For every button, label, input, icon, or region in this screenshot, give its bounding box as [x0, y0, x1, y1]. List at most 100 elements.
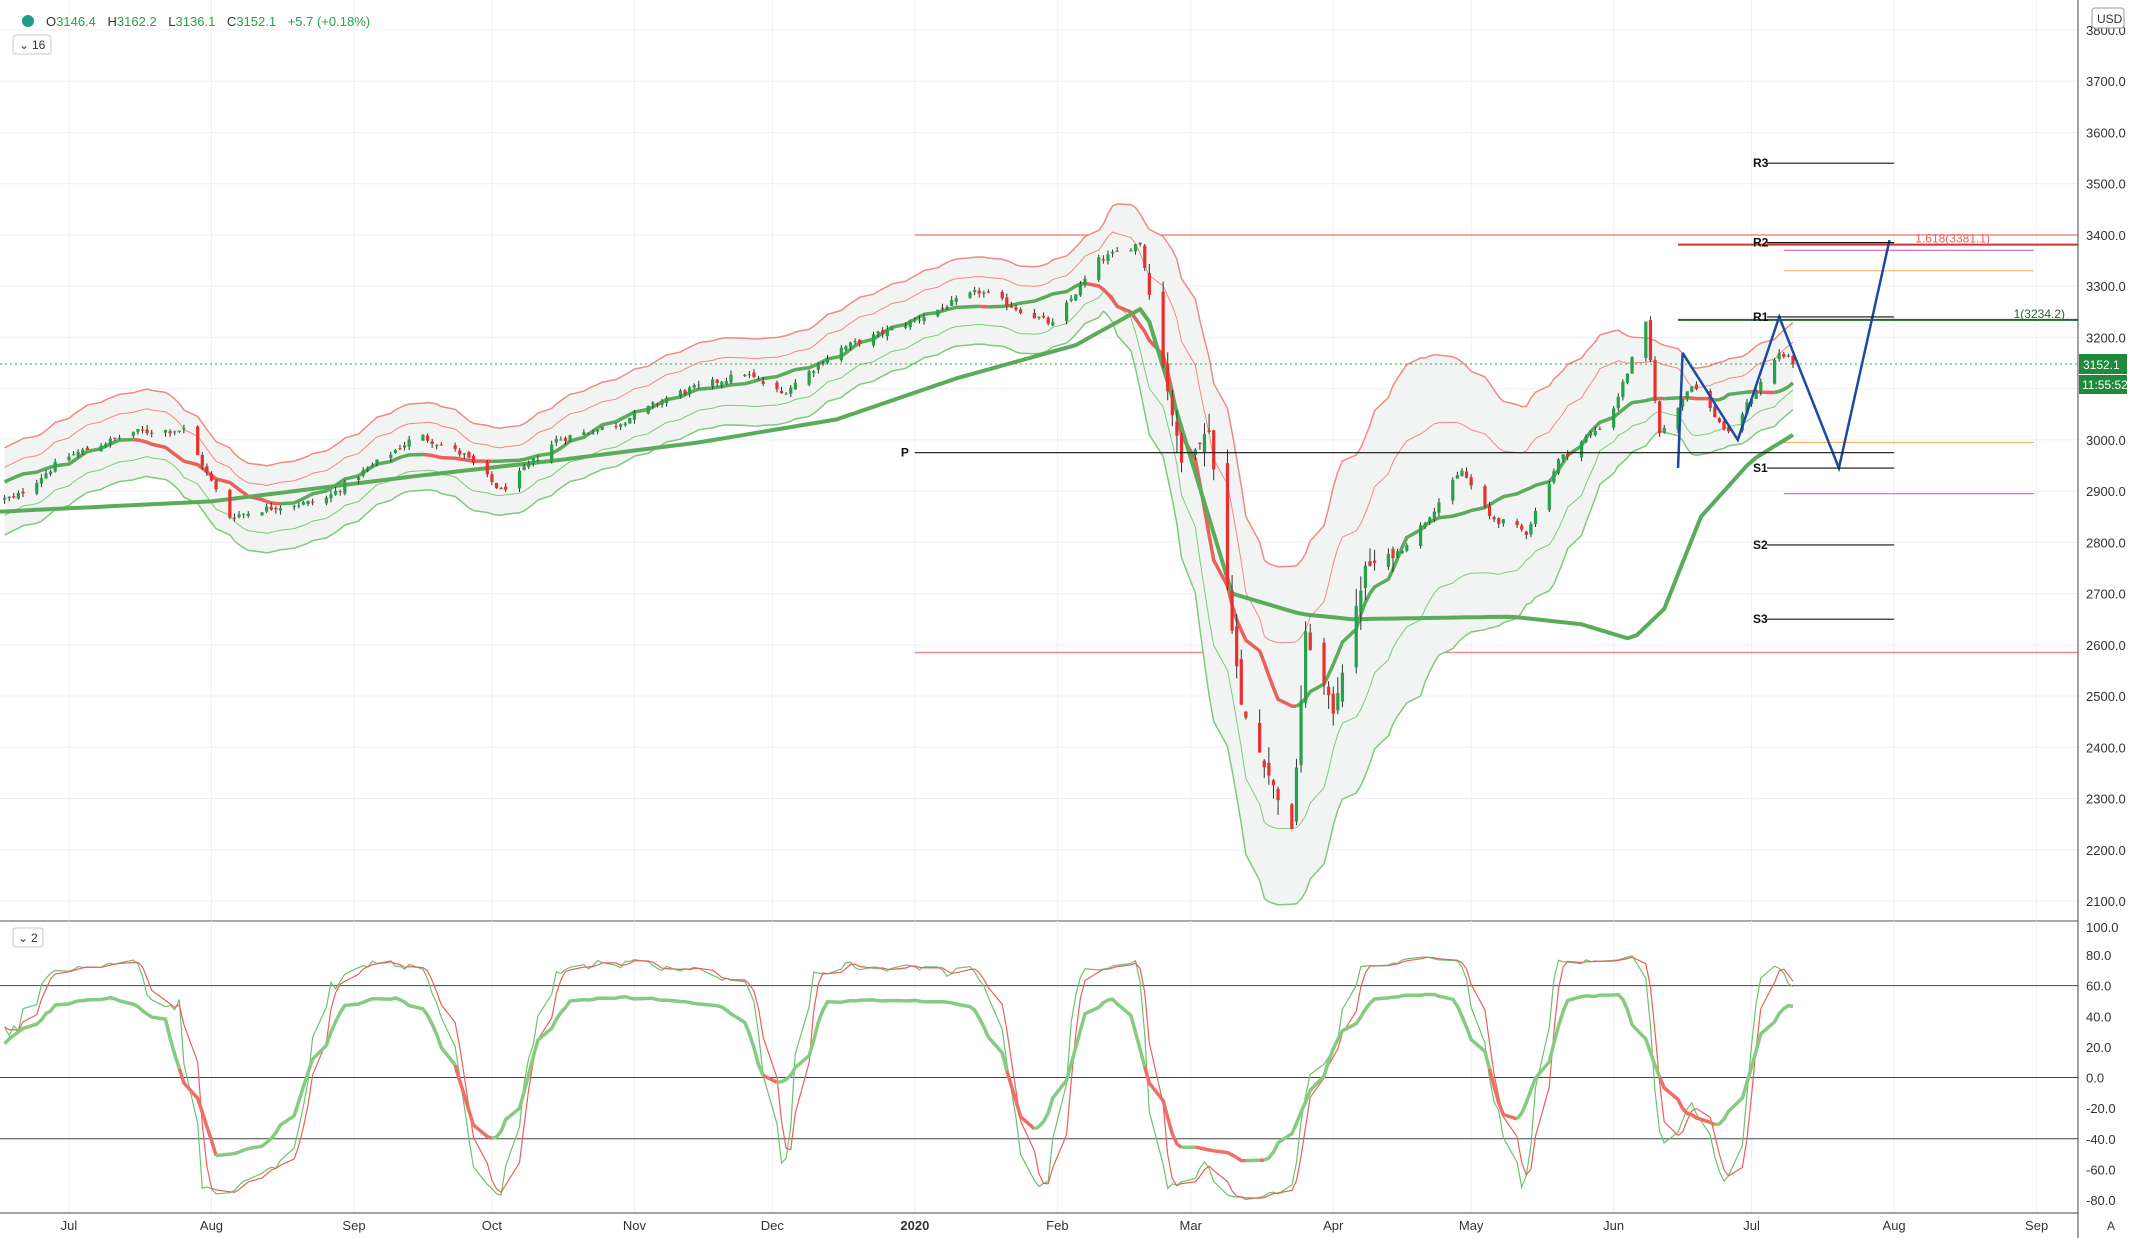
- price-tick-label: 2200.0: [2086, 843, 2126, 858]
- candle-body: [163, 430, 168, 433]
- candle-body: [145, 429, 149, 434]
- candle-body: [485, 462, 489, 475]
- candle-body: [1064, 302, 1069, 322]
- candle-body: [228, 489, 232, 518]
- candle-body: [904, 325, 908, 328]
- candle-body: [301, 502, 306, 505]
- candle-body: [439, 444, 443, 446]
- candle-body: [1368, 560, 1372, 567]
- candle-body: [99, 445, 103, 452]
- price-tick-label: 2300.0: [2086, 792, 2126, 807]
- osc-fast-line: [4, 955, 1794, 1201]
- candle-body: [1386, 553, 1391, 567]
- candle-body: [1483, 486, 1487, 507]
- price-tick-label: 3600.0: [2086, 125, 2126, 140]
- currency-button[interactable]: USD: [2091, 7, 2125, 29]
- candle-body: [117, 437, 122, 439]
- mid-ema-line: [988, 281, 1086, 309]
- oscillator-pane[interactable]: [0, 920, 2078, 1213]
- candle-body: [343, 481, 347, 494]
- price-tick-label: 2500.0: [2086, 689, 2126, 704]
- time-tick-label: Feb: [1046, 1218, 1068, 1233]
- candle-body: [812, 371, 816, 373]
- candle-body: [1612, 408, 1616, 428]
- osc-tick-label: -80.0: [2086, 1193, 2116, 1208]
- candle-body: [936, 309, 940, 317]
- time-tick-label: Jul: [1743, 1218, 1760, 1233]
- last-price-tag: 3152.1: [2083, 358, 2120, 372]
- candle-body: [1556, 459, 1561, 474]
- mid-ema-line: [3, 437, 134, 484]
- candle-body: [821, 362, 825, 365]
- price-pane[interactable]: 1.618(3381.1) 1(3234.2) R3 R2 R1 P S1 S2 S3: [0, 0, 2078, 920]
- osc-main-line: [1033, 997, 1147, 1131]
- candle-body: [665, 398, 669, 403]
- candle-body: [517, 470, 522, 489]
- long-ma-line: [0, 306, 1795, 641]
- candle-body: [559, 439, 563, 441]
- osc-main-line: [1714, 1003, 1794, 1127]
- candle-body: [1455, 475, 1459, 479]
- candle-body: [1304, 631, 1308, 703]
- candle-body: [885, 329, 889, 337]
- candle-body: [982, 292, 986, 294]
- price-tick-label: 3500.0: [2086, 177, 2126, 192]
- candle-body: [1713, 406, 1717, 418]
- time-tick-label: Sep: [342, 1218, 365, 1233]
- candle-body: [1708, 391, 1712, 408]
- candle-body: [12, 496, 16, 498]
- candle-body: [182, 428, 186, 430]
- price-tick-label: 3300.0: [2086, 279, 2126, 294]
- candle-body: [628, 417, 632, 424]
- candle-body: [844, 346, 848, 350]
- candle-body: [104, 443, 108, 447]
- candle-body: [1179, 434, 1184, 463]
- oscillator-axis[interactable]: 100.0 80.0 60.0 40.0 20.0 0.0 -20.0 -40.0 -60.0 -…: [2086, 920, 2119, 1208]
- candle-body: [71, 454, 76, 456]
- candle-body: [784, 393, 788, 395]
- candle-body: [536, 459, 540, 461]
- candle-body: [1648, 320, 1653, 361]
- time-axis[interactable]: Jul Aug Sep Oct Nov Dec 2020 Feb Mar Apr May Jun Jul…: [0, 1212, 2078, 1233]
- candle-body: [1244, 711, 1248, 718]
- time-tick-label: Dec: [761, 1218, 785, 1233]
- candle-body: [522, 466, 526, 470]
- candle-body: [375, 459, 379, 464]
- candle-body: [871, 334, 876, 346]
- low-value: 3136.1: [176, 14, 216, 29]
- forecast-start-leg[interactable]: [1676, 352, 1684, 469]
- candle-body: [1515, 520, 1519, 526]
- candle-body: [1267, 762, 1271, 776]
- osc-toggle[interactable]: ⌄ 2: [12, 927, 44, 948]
- candle-body: [1593, 430, 1597, 436]
- candle-body: [1336, 693, 1340, 711]
- candle-body: [582, 432, 586, 435]
- candle-body: [108, 438, 112, 445]
- candle-body: [246, 513, 250, 516]
- candle-body: [504, 486, 508, 490]
- candle-body: [490, 474, 494, 482]
- band-lower-inner-line: [4, 291, 1794, 830]
- candle-body: [568, 435, 572, 442]
- symbol-icon[interactable]: [22, 15, 34, 27]
- candle-body: [922, 317, 926, 322]
- candle-body: [1078, 284, 1082, 296]
- pivot-label-r2: R2: [1753, 236, 1769, 250]
- candle-body: [1331, 693, 1335, 714]
- candle-body: [973, 290, 977, 293]
- candle-body: [1653, 360, 1657, 401]
- price-axis[interactable]: 3800.03700.03600.03500.03400.03300.03200…: [2077, 0, 2126, 1238]
- candle-body: [743, 374, 747, 376]
- price-tick-label: 2800.0: [2086, 535, 2126, 550]
- candle-body: [1235, 626, 1239, 667]
- candle-body: [1294, 767, 1299, 822]
- candle-body: [140, 429, 145, 431]
- candle-body: [177, 430, 181, 432]
- interval-toggle[interactable]: ⌄ 16: [12, 34, 52, 55]
- candle-body: [306, 500, 310, 505]
- candle-body: [1579, 441, 1584, 458]
- auto-scale-button[interactable]: A: [2107, 1219, 2115, 1233]
- candle-body: [789, 387, 793, 394]
- candle-body: [1616, 396, 1620, 409]
